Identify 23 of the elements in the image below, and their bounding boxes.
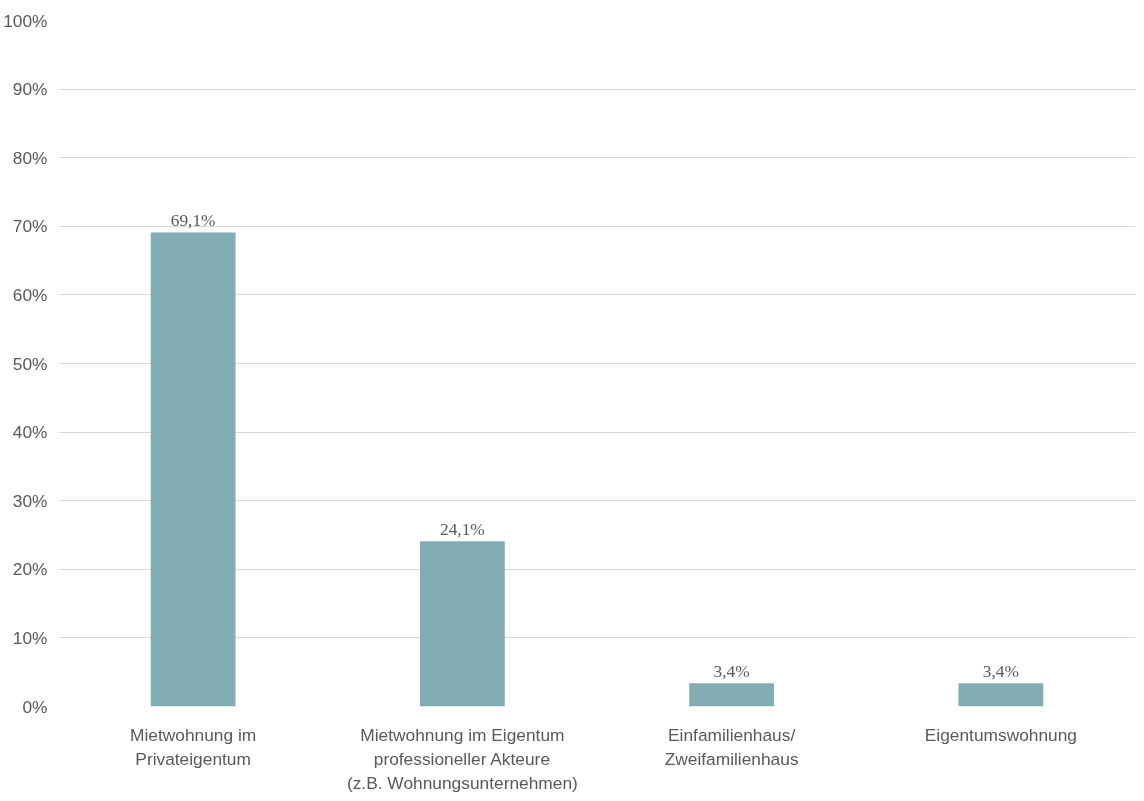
y-tick-label: 10%: [12, 627, 48, 648]
y-tick-label: 80%: [12, 147, 48, 168]
y-tick-label: 0%: [22, 696, 48, 717]
x-tick-label: Einfamilienhaus/ Zweifamilienhaus: [664, 724, 799, 769]
x-tick-label: Eigentumswohnung: [924, 724, 1077, 745]
data-label: 24,1%: [440, 520, 485, 540]
y-tick-label: 70%: [12, 216, 48, 237]
data-label: 69,1%: [170, 211, 216, 231]
y-tick-label: 20%: [12, 559, 48, 580]
bar: [689, 683, 775, 707]
y-tick-label: 60%: [12, 284, 48, 305]
data-label: 3,4%: [713, 662, 750, 682]
x-tick-label: Mietwohnung im Eigentum professioneller Akteure (z.B. Wohnungsunternehmen): [346, 724, 578, 793]
y-tick-label: 40%: [12, 422, 48, 443]
data-label: 3,4%: [982, 662, 1019, 682]
y-tick-label: 100%: [3, 10, 48, 31]
bar: [958, 683, 1044, 707]
y-tick-label: 50%: [12, 353, 48, 374]
bar: [150, 232, 236, 707]
x-tick-label: Mietwohnung im Privateigentum: [130, 724, 257, 769]
bar: [419, 541, 505, 707]
y-tick-label: 90%: [12, 79, 48, 100]
y-tick-label: 30%: [12, 490, 48, 511]
